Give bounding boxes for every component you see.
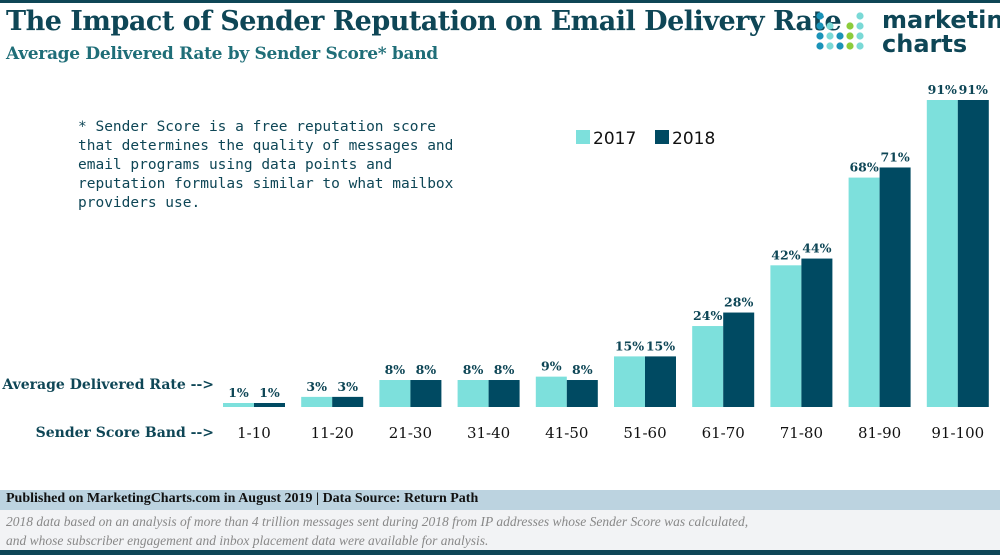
logo-dot bbox=[826, 42, 834, 50]
bar-2017-81-90 bbox=[848, 177, 880, 407]
data-label-2018-1-10: 1% bbox=[259, 385, 280, 400]
chart-title: The Impact of Sender Reputation on Email… bbox=[6, 6, 842, 37]
bar-2018-91-100 bbox=[957, 100, 989, 407]
bar-2017-1-10 bbox=[223, 403, 254, 407]
legend-label-2018: 2018 bbox=[672, 129, 715, 149]
data-label-2017-11-20: 3% bbox=[306, 379, 327, 394]
logo-dot bbox=[836, 32, 844, 40]
bar-2017-31-40 bbox=[457, 380, 489, 407]
row-label-values: Average Delivered Rate --> bbox=[1, 377, 214, 393]
data-label-2018-11-20: 3% bbox=[337, 379, 358, 394]
legend-swatch-2018 bbox=[655, 130, 669, 144]
footer-notes: 2018 data based on an analysis of more t… bbox=[6, 512, 748, 550]
footer-source: Published on MarketingCharts.com in Augu… bbox=[6, 491, 479, 506]
logo-dot bbox=[826, 32, 834, 40]
bottom-border bbox=[0, 550, 1000, 555]
bar-2018-21-30 bbox=[410, 380, 442, 407]
bar-2017-11-20 bbox=[301, 396, 333, 407]
data-label-2017-21-30: 8% bbox=[385, 362, 406, 377]
footer-notes-bg bbox=[0, 510, 1000, 550]
logo-dot bbox=[816, 42, 824, 50]
bar-2018-31-40 bbox=[488, 380, 520, 407]
bar-2018-61-70 bbox=[723, 312, 755, 407]
category-label: 71-80 bbox=[780, 424, 823, 442]
bar-2018-71-80 bbox=[801, 258, 833, 407]
logo-dot bbox=[856, 42, 864, 50]
data-label-2018-31-40: 8% bbox=[494, 362, 515, 377]
category-label: 81-90 bbox=[858, 424, 901, 442]
bar-2018-81-90 bbox=[879, 167, 911, 407]
bar-2017-21-30 bbox=[379, 380, 411, 407]
logo-dot bbox=[846, 42, 854, 50]
data-label-2017-1-10: 1% bbox=[228, 385, 249, 400]
logo-dot bbox=[856, 22, 864, 30]
data-label-2017-51-60: 15% bbox=[615, 338, 644, 353]
bar-2018-41-50 bbox=[566, 380, 598, 407]
logo-icon bbox=[816, 12, 864, 50]
category-label: 61-70 bbox=[702, 424, 745, 442]
legend: 2017 2018 bbox=[576, 129, 715, 149]
footnote-sender-score: * Sender Score is a free reputation scor… bbox=[78, 119, 454, 211]
data-label-2018-71-80: 44% bbox=[802, 241, 831, 256]
category-label: 21-30 bbox=[389, 424, 432, 442]
chart-subtitle: Average Delivered Rate by Sender Score* … bbox=[6, 44, 438, 64]
category-label: 91-100 bbox=[931, 424, 984, 442]
footer-note-line2: and whose subscriber engagement and inbo… bbox=[6, 533, 489, 548]
category-label: 1-10 bbox=[237, 424, 271, 442]
data-label-2017-91-100: 91% bbox=[928, 82, 957, 97]
bar-2017-41-50 bbox=[535, 376, 567, 407]
bar-2017-71-80 bbox=[770, 265, 802, 407]
data-label-2017-61-70: 24% bbox=[693, 308, 722, 323]
logo-dot bbox=[836, 42, 844, 50]
logo-dot bbox=[846, 22, 854, 30]
legend-label-2017: 2017 bbox=[593, 129, 636, 149]
data-label-2018-41-50: 8% bbox=[572, 362, 593, 377]
category-label: 11-20 bbox=[311, 424, 354, 442]
bars: 1% 1% 1-10 3% 3% 11-20 8% 8% 21-30 8% 8% 31-40 9% 8% 4… bbox=[223, 82, 989, 442]
row-label-categories: Sender Score Band --> bbox=[36, 425, 214, 441]
bar-2017-91-100 bbox=[926, 100, 958, 407]
logo-dot bbox=[856, 32, 864, 40]
logo-dot bbox=[826, 22, 834, 30]
data-label-2017-41-50: 9% bbox=[541, 359, 562, 374]
bar-2018-1-10 bbox=[254, 403, 285, 407]
logo-line2: charts bbox=[882, 30, 968, 58]
category-label: 51-60 bbox=[623, 424, 666, 442]
logo-dot bbox=[816, 32, 824, 40]
legend-swatch-2017 bbox=[576, 130, 590, 144]
footer-band bbox=[0, 490, 1000, 510]
logo-text: marketing charts bbox=[882, 8, 1000, 56]
logo-dot bbox=[846, 32, 854, 40]
data-label-2017-71-80: 42% bbox=[771, 247, 800, 262]
data-label-2017-81-90: 68% bbox=[849, 160, 878, 175]
data-label-2018-81-90: 71% bbox=[880, 149, 909, 164]
category-label: 41-50 bbox=[545, 424, 588, 442]
bar-2018-51-60 bbox=[645, 356, 676, 407]
data-label-2018-51-60: 15% bbox=[646, 338, 675, 353]
logo-dot bbox=[816, 12, 824, 20]
top-border bbox=[0, 0, 1000, 3]
bar-2018-11-20 bbox=[332, 396, 364, 407]
logo-line1: marketing bbox=[882, 6, 1000, 34]
logo-dot bbox=[856, 12, 864, 20]
logo-dot bbox=[816, 22, 824, 30]
data-label-2018-61-70: 28% bbox=[724, 295, 753, 310]
category-label: 31-40 bbox=[467, 424, 510, 442]
data-label-2018-21-30: 8% bbox=[416, 362, 437, 377]
bar-2017-51-60 bbox=[614, 356, 645, 407]
bar-2017-61-70 bbox=[692, 326, 724, 407]
footer-note-line1: 2018 data based on an analysis of more t… bbox=[6, 514, 749, 529]
data-label-2017-31-40: 8% bbox=[463, 362, 484, 377]
data-label-2018-91-100: 91% bbox=[959, 82, 988, 97]
